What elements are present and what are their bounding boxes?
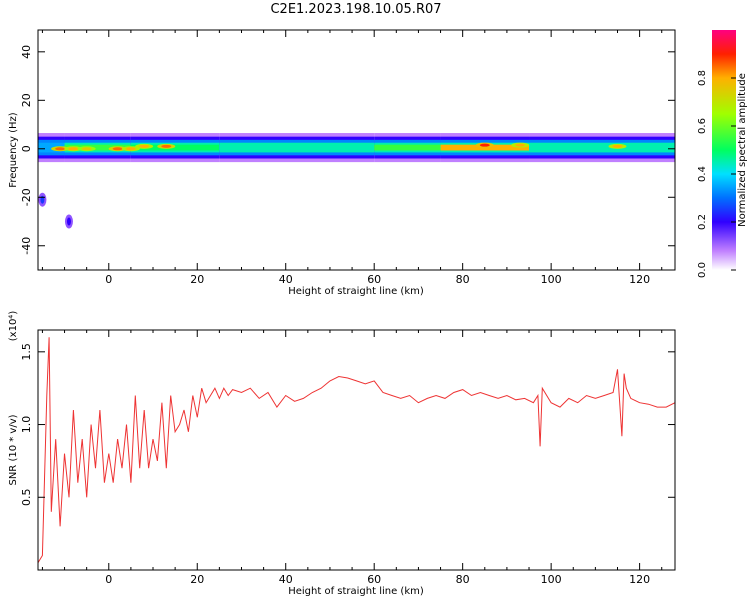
band-segment: [64, 144, 131, 151]
hotspot-core: [139, 144, 150, 148]
hotspot-core: [515, 143, 526, 147]
colorbar: 0.0 0.2 0.4 0.6 0.8 Normalized spectral ampli…: [697, 30, 748, 278]
y-axis-label: Frequency (Hz): [8, 112, 19, 188]
spectrogram-plot: [38, 133, 675, 229]
x-tick-label: 80: [456, 573, 470, 586]
spectrogram-frame: [37, 29, 676, 271]
hotspot-core: [479, 143, 490, 147]
colorbar-gradient: [712, 30, 736, 270]
snr-panel: 0 20 40 60 80 100 120 0.5 1.0 1.5 Height of straig…: [8, 311, 676, 597]
snr-series-line: [38, 337, 675, 563]
y-multiplier-label: (x10⁴): [8, 311, 19, 342]
hotspot-core: [112, 147, 123, 151]
band-segment: [529, 144, 675, 151]
spectrogram-panel: 0 20 40 60 80 100 120 40 20 0 -20 -40 Height of stra…: [8, 29, 748, 297]
band-segment: [130, 144, 220, 151]
y-tick-label: 20: [20, 93, 33, 107]
colorbar-tick-label: 0.4: [697, 166, 708, 182]
hotspot-core: [81, 147, 92, 151]
y-tick-label: 1.0: [20, 416, 33, 434]
figure-title: C2E1.2023.198.10.05.R07: [270, 2, 442, 17]
snr-plot: [38, 337, 675, 563]
x-tick-label: 120: [629, 573, 650, 586]
x-tick-label: 100: [541, 273, 562, 286]
x-tick-label: 0: [105, 573, 112, 586]
colorbar-tick-label: 0.0: [697, 262, 708, 278]
x-tick-label: 60: [367, 573, 381, 586]
y-tick-label: 40: [20, 45, 33, 59]
colorbar-tick-label: 0.8: [697, 70, 708, 86]
band-segment: [38, 144, 65, 151]
y-tick-label: -40: [20, 237, 33, 255]
x-tick-label: 120: [629, 273, 650, 286]
outlier-core: [66, 217, 71, 226]
colorbar-label: Normalized spectral amplitude: [737, 73, 748, 227]
y-axis-label: SNR (10 * v/v): [8, 414, 19, 485]
x-axis-label: Height of straight line (km): [288, 286, 424, 297]
hotspot-core: [125, 147, 136, 151]
band-segment: [374, 144, 441, 151]
x-tick-label: 0: [105, 273, 112, 286]
band-segment: [219, 144, 375, 151]
x-tick-label: 80: [456, 273, 470, 286]
snr-axes: 0 20 40 60 80 100 120 0.5 1.0 1.5 Height of straig…: [8, 311, 676, 597]
y-tick-label: 0: [20, 145, 33, 152]
colorbar-tick-label: 0.2: [697, 214, 708, 230]
hotspot-core: [68, 147, 79, 151]
hotspot-core: [55, 147, 66, 151]
snr-frame: [37, 329, 676, 571]
hotspot-core: [612, 144, 623, 148]
y-tick-label: 1.5: [20, 343, 33, 361]
x-axis-label: Height of straight line (km): [288, 586, 424, 597]
x-tick-label: 40: [279, 573, 293, 586]
hotspot-core: [161, 144, 172, 148]
x-tick-label: 100: [541, 573, 562, 586]
x-tick-label: 20: [190, 273, 204, 286]
colorbar-tick-label: 0.6: [697, 118, 708, 134]
x-tick-label: 40: [279, 273, 293, 286]
spectrogram-axes: 0 20 40 60 80 100 120 40 20 0 -20 -40 Height of stra…: [8, 29, 676, 297]
y-tick-label: -20: [20, 188, 33, 206]
x-tick-label: 20: [190, 573, 204, 586]
x-tick-label: 60: [367, 273, 381, 286]
y-tick-label: 0.5: [20, 489, 33, 507]
